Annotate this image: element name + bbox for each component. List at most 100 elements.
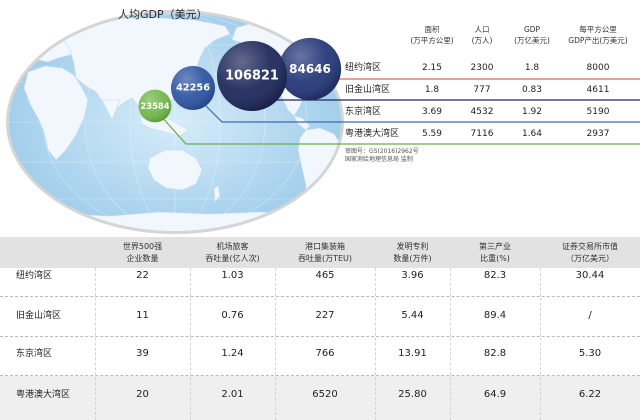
last-row-background [0, 376, 640, 420]
continent-india [101, 99, 121, 121]
bubble-shine [138, 89, 172, 123]
column-divider [95, 268, 96, 420]
table-cell: 1.64 [521, 129, 543, 139]
row-divider [0, 336, 640, 337]
table-cell: 227 [315, 310, 335, 321]
column-header: 发明专利 [396, 242, 429, 251]
table-cell: 5.59 [421, 129, 443, 139]
column-header: 第三产业 [479, 242, 511, 251]
continent-australia [147, 149, 203, 191]
column-header: GDP [523, 25, 541, 34]
table-cell: 0.83 [521, 85, 543, 95]
table-cell: 82.8 [483, 348, 507, 359]
table-cell: 1.8 [424, 85, 440, 95]
table-cell: 1.8 [524, 63, 540, 73]
bubble-group: 84646 [278, 37, 342, 101]
bubble-shine [278, 37, 342, 101]
table-cell: 5190 [586, 107, 610, 117]
table-cell: 39 [136, 348, 149, 359]
column-header-unit: (万亿美元) [514, 36, 550, 45]
column-header-unit: (万平方公里) [410, 36, 454, 45]
new-zealand [213, 185, 221, 203]
bubble-shine [171, 66, 215, 110]
row-divider [0, 375, 640, 376]
leader-line [199, 99, 640, 123]
column-divider [275, 268, 276, 420]
table-cell: 2300 [470, 63, 494, 73]
row-label: 旧金山湾区 [345, 85, 391, 95]
table-cell: 4611 [586, 85, 610, 95]
table-cell: 1.03 [221, 270, 244, 281]
continent-south-america [297, 127, 341, 215]
leader-line [159, 114, 640, 145]
column-header-unit: (万人) [471, 36, 493, 45]
bubble-value-label: 23584 [140, 101, 169, 111]
column-header-unit: 吞吐量(万TEU) [297, 254, 353, 263]
table-cell: 3.69 [421, 107, 443, 117]
column-header: 面积 [424, 25, 440, 34]
table-cell: 8000 [586, 63, 610, 73]
bubble-shine [217, 41, 287, 111]
table-cell: / [588, 310, 592, 321]
table-cell: 1.24 [221, 348, 244, 359]
bubble-value-label: 84646 [289, 62, 331, 76]
row-label: 粤港澳大湾区 [345, 129, 400, 139]
bubble-value-label: 42256 [176, 83, 210, 94]
bubble-group: 23584 [138, 89, 172, 123]
table-cell: 5.44 [401, 310, 424, 321]
column-header-unit: GDP产出(万美元) [568, 36, 628, 45]
bubble-group: 106821 [217, 41, 287, 111]
column-divider [540, 268, 541, 420]
table-cell: 6.22 [578, 389, 602, 400]
table-header-band [0, 237, 640, 268]
table-cell: 1.92 [521, 107, 543, 117]
column-divider [375, 268, 376, 420]
table-cell: 465 [315, 270, 335, 281]
table-cell: 2.01 [221, 389, 244, 400]
graticule-line [129, 13, 221, 231]
map-approval-number: 审图号：GS(2016)2962号 [345, 148, 419, 155]
table-cell: 13.91 [398, 348, 427, 359]
table-cell: 4532 [470, 107, 494, 117]
column-header: 人口 [474, 25, 490, 34]
column-divider [450, 268, 451, 420]
table-cell: 25.80 [398, 389, 427, 400]
table-cell: 7116 [470, 129, 494, 139]
column-header-unit: 数量(万件) [393, 254, 432, 263]
table-cell: 777 [473, 85, 491, 95]
row-label: 东京湾区 [16, 349, 53, 359]
table-cell: 64.9 [483, 389, 507, 400]
row-label: 旧金山湾区 [16, 311, 62, 321]
table-cell: 6520 [312, 389, 338, 400]
column-header: 证券交易所市值 [562, 242, 618, 251]
map-issuer: 国家测绘地理信息局 监制 [345, 156, 413, 163]
row-label: 纽约湾区 [345, 63, 382, 73]
table-cell: 22 [136, 270, 149, 281]
column-header-unit: （万亿美元） [566, 254, 614, 263]
column-header: 世界500强 [122, 242, 163, 251]
table-cell: 82.3 [483, 270, 507, 281]
bubble-group: 42256 [171, 66, 215, 110]
table-cell: 11 [136, 310, 149, 321]
table-cell: 2.15 [421, 63, 443, 73]
continent-africa [23, 65, 89, 161]
leader-lines [159, 78, 640, 145]
row-divider [0, 296, 640, 297]
column-header: 每平方公里 [579, 25, 617, 34]
table-cell: 20 [136, 389, 149, 400]
column-divider [190, 268, 191, 420]
column-header-unit: 企业数量 [126, 254, 159, 263]
column-header-unit: 比重(%) [480, 254, 510, 263]
table-cell: 0.76 [221, 310, 244, 321]
greenland [311, 13, 341, 35]
row-label: 东京湾区 [345, 107, 382, 117]
table-cell: 30.44 [575, 270, 605, 281]
table-cell: 5.30 [578, 348, 602, 359]
table-cell: 2937 [586, 129, 610, 139]
column-header-unit: 吞吐量(亿人次) [205, 254, 260, 263]
row-label: 纽约湾区 [16, 271, 53, 281]
column-header: 机场旅客 [216, 242, 249, 251]
table-cell: 3.96 [401, 270, 424, 281]
central-america [293, 115, 311, 131]
